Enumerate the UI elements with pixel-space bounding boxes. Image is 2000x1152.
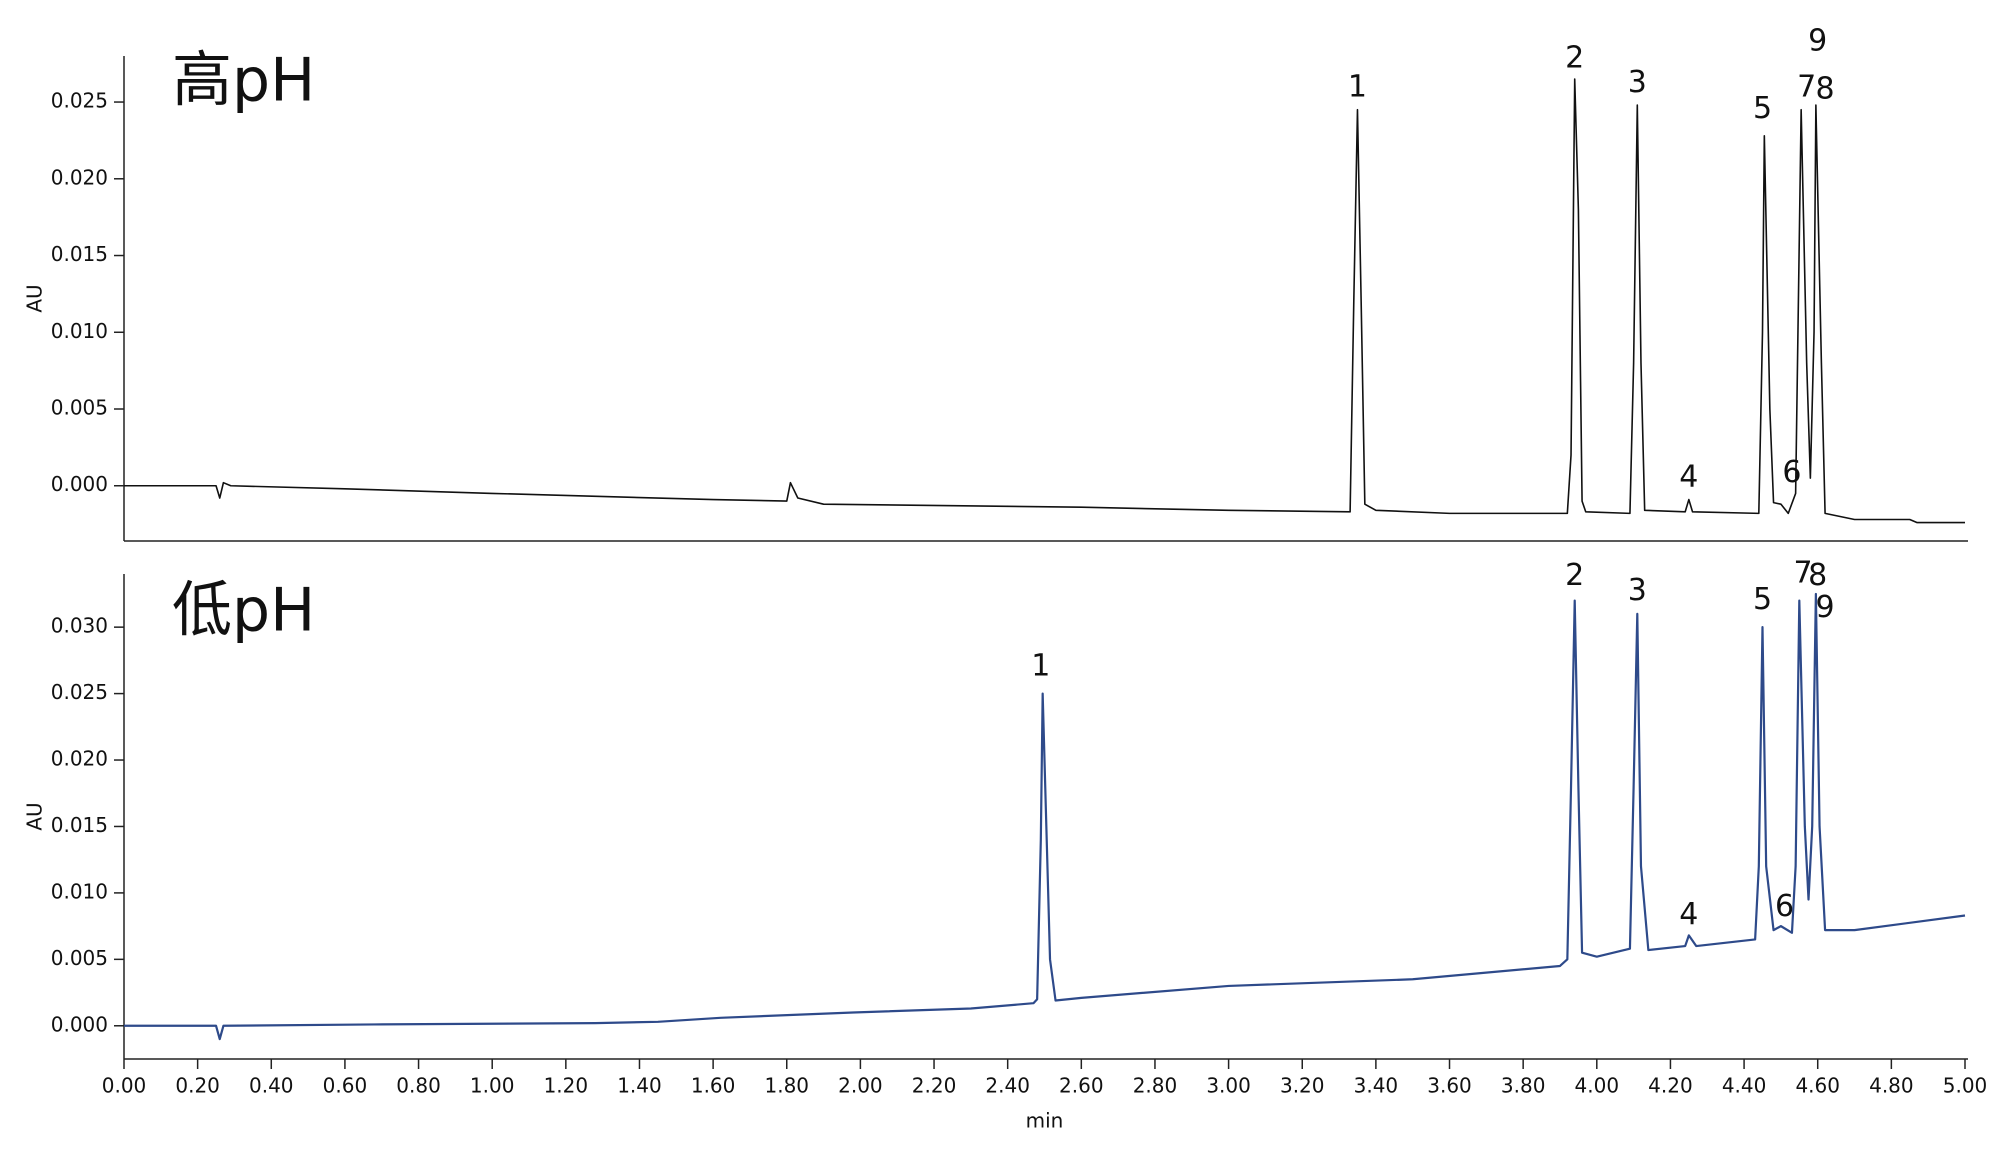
x-tick-label: 1.00 (470, 1074, 515, 1098)
peak-label: 5 (1753, 582, 1772, 617)
x-tick-label: 2.20 (912, 1074, 957, 1098)
y-tick-label: 0.020 (51, 747, 108, 771)
peak-label: 8 (1816, 71, 1835, 106)
trace (124, 78, 1965, 524)
x-tick-label: 3.60 (1427, 1074, 1472, 1098)
x-axis-label: min (1026, 1109, 1064, 1133)
x-tick-label: 0.60 (323, 1074, 368, 1098)
trace (124, 592, 1966, 1041)
y-axis-label: AU (23, 802, 47, 830)
peak-label: 6 (1775, 889, 1794, 924)
x-tick-label: 0.40 (249, 1074, 294, 1098)
y-tick-label: 0.005 (51, 946, 108, 970)
y-tick-label: 0.005 (51, 396, 108, 420)
x-tick-label: 2.40 (985, 1074, 1030, 1098)
y-tick-label: 0.015 (51, 242, 108, 266)
y-axis-label: AU (23, 284, 47, 312)
x-tick-label: 1.60 (691, 1074, 736, 1098)
x-tick-label: 2.60 (1059, 1074, 1104, 1098)
y-tick-label: 0.030 (51, 614, 108, 638)
y-tick-label: 0.025 (51, 680, 108, 704)
x-tick-label: 4.60 (1795, 1074, 1840, 1098)
x-tick-label: 3.80 (1501, 1074, 1546, 1098)
y-tick-label: 0.025 (51, 89, 108, 113)
peak-label: 3 (1628, 65, 1647, 100)
x-tick-label: 5.00 (1943, 1074, 1988, 1098)
x-tick-label: 4.40 (1722, 1074, 1767, 1098)
peak-label: 5 (1753, 91, 1772, 126)
x-tick-label: 1.40 (617, 1074, 662, 1098)
x-tick-label: 4.20 (1648, 1074, 1693, 1098)
peak-label: 1 (1031, 649, 1050, 684)
chart-title: 低pH (172, 576, 315, 646)
x-tick-label: 0.20 (175, 1074, 220, 1098)
peak-label: 3 (1628, 573, 1647, 608)
x-tick-label: 0.80 (396, 1074, 441, 1098)
y-tick-label: 0.010 (51, 319, 108, 343)
x-tick-label: 1.20 (544, 1074, 589, 1098)
x-tick-label: 0.00 (102, 1074, 147, 1098)
x-tick-label: 4.00 (1575, 1074, 1620, 1098)
x-tick-label: 2.00 (838, 1074, 883, 1098)
y-tick-label: 0.000 (51, 472, 108, 496)
y-tick-label: 0.010 (51, 879, 108, 903)
peak-label: 4 (1679, 460, 1698, 495)
peak-label: 4 (1679, 897, 1698, 932)
peak-label: 2 (1565, 41, 1584, 76)
peak-label: 6 (1782, 455, 1801, 490)
y-tick-label: 0.015 (51, 813, 108, 837)
chart-title: 高pH (172, 46, 315, 116)
y-tick-label: 0.000 (51, 1012, 108, 1036)
x-tick-label: 1.80 (764, 1074, 809, 1098)
x-tick-label: 3.00 (1206, 1074, 1251, 1098)
peak-label: 9 (1808, 24, 1827, 59)
x-tick-label: 2.80 (1133, 1074, 1178, 1098)
x-tick-label: 3.20 (1280, 1074, 1325, 1098)
x-tick-label: 4.80 (1869, 1074, 1914, 1098)
y-tick-label: 0.020 (51, 165, 108, 189)
peak-label: 8 (1808, 558, 1827, 593)
peak-label: 7 (1797, 70, 1816, 105)
x-tick-label: 3.40 (1354, 1074, 1399, 1098)
peak-label: 9 (1816, 590, 1835, 625)
peak-label: 2 (1565, 558, 1584, 593)
peak-label: 1 (1348, 70, 1367, 105)
peak-label: 7 (1793, 556, 1812, 591)
